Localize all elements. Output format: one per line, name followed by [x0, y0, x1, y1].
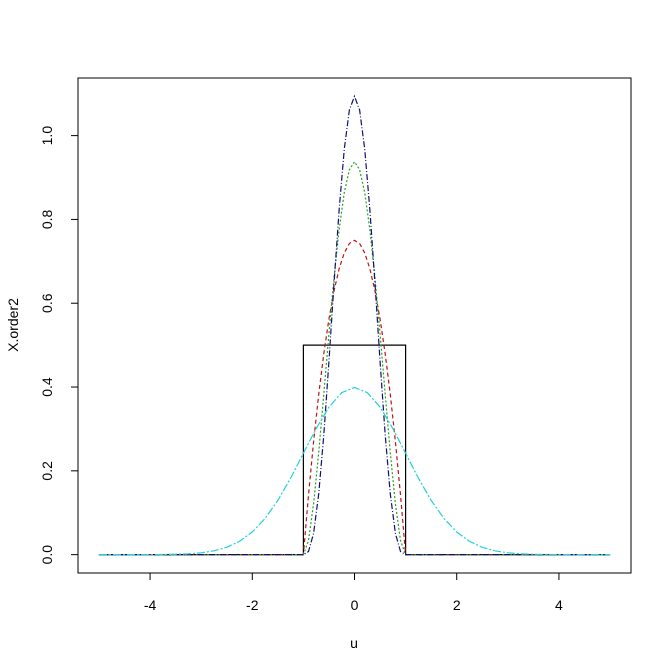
y-axis-label: X.order2 [5, 298, 21, 352]
y-tick-label: 0.8 [39, 209, 55, 229]
series-line [98, 160, 611, 556]
y-tick-label: 0.4 [39, 377, 55, 397]
y-tick-label: 1.0 [39, 126, 55, 146]
x-tick-label: 2 [453, 597, 461, 613]
y-tick-label: 0.6 [39, 293, 55, 313]
x-tick-label: 4 [555, 597, 563, 613]
y-tick-label: 0.0 [39, 545, 55, 565]
plot-box [77, 77, 632, 574]
y-tick-label: 0.2 [39, 461, 55, 481]
series-line [98, 94, 611, 556]
series-line [98, 239, 611, 556]
x-tick-label: 0 [351, 597, 359, 613]
series-line [98, 386, 611, 556]
x-tick-label: -4 [144, 597, 157, 613]
x-tick-label: -2 [246, 597, 259, 613]
x-axis-label: u [350, 635, 358, 651]
series-line [98, 344, 611, 556]
